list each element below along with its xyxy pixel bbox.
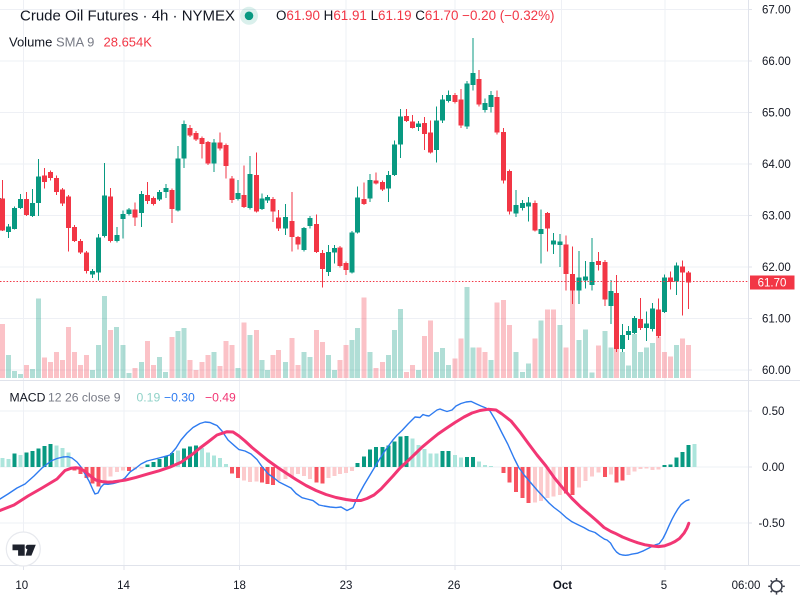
svg-text:60.00: 60.00 [762,365,791,377]
svg-text:64.00: 64.00 [762,159,791,171]
svg-text:Volume: Volume [9,35,52,50]
svg-text:14: 14 [117,580,130,592]
svg-text:62.00: 62.00 [762,262,791,274]
svg-text:61.70: 61.70 [758,278,787,290]
svg-text:65.00: 65.00 [762,108,791,120]
svg-text:28.654K: 28.654K [104,35,153,50]
svg-text:Oct: Oct [553,580,572,592]
svg-text:−0.49: −0.49 [205,391,236,405]
svg-text:18: 18 [233,580,246,592]
svg-text:61.00: 61.00 [762,314,791,326]
svg-text:0.00: 0.00 [762,462,784,474]
svg-text:63.00: 63.00 [762,211,791,223]
svg-text:06:00: 06:00 [732,580,761,592]
svg-text:0.50: 0.50 [762,406,784,418]
svg-text:−0.30: −0.30 [164,391,195,405]
svg-text:SMA 9: SMA 9 [56,35,94,50]
svg-text:5: 5 [661,580,667,592]
svg-text:Crude Oil Futures · 4h · NYMEX: Crude Oil Futures · 4h · NYMEX [20,8,235,25]
svg-text:26: 26 [448,580,461,592]
svg-text:O61.90 H61.91 L61.19 C61.70 −0: O61.90 H61.91 L61.19 C61.70 −0.20 (−0.32… [276,8,554,23]
svg-text:12 26 close 9: 12 26 close 9 [48,391,121,405]
svg-text:-0.50: -0.50 [759,518,785,530]
svg-text:10: 10 [15,580,28,592]
svg-text:67.00: 67.00 [762,5,791,17]
svg-text:MACD: MACD [10,391,46,405]
svg-text:0.19: 0.19 [137,391,161,405]
svg-text:66.00: 66.00 [762,56,791,68]
svg-text:23: 23 [340,580,353,592]
